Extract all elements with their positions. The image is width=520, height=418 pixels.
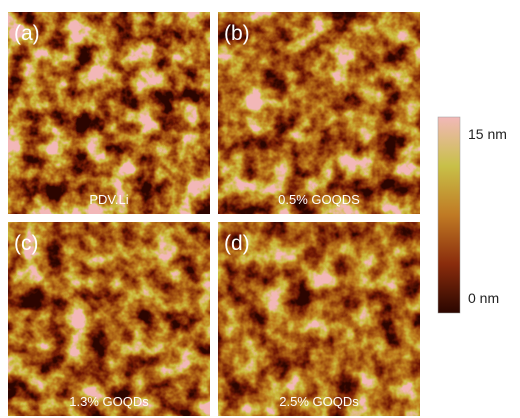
panel-letter: (a) <box>14 22 40 45</box>
panel-caption: PDV.Li <box>89 192 128 207</box>
panel-caption: 1.3% GOQDs <box>69 394 149 409</box>
panel-caption: 0.5% GOQDS <box>278 192 360 207</box>
panel-caption: 2.5% GOQDs <box>279 394 359 409</box>
colorbar-min: 0 nm <box>468 290 499 306</box>
figure: 15 nm 0 nm (a) PDV.Li (b) 0.5% GOQDS (c) 1.3%… <box>0 0 520 418</box>
panel-letter: (d) <box>224 232 250 255</box>
colorbar <box>438 117 460 313</box>
panel-letter: (c) <box>14 232 39 255</box>
colorbar-max: 15 nm <box>468 126 507 142</box>
panel-letter: (b) <box>224 22 250 45</box>
